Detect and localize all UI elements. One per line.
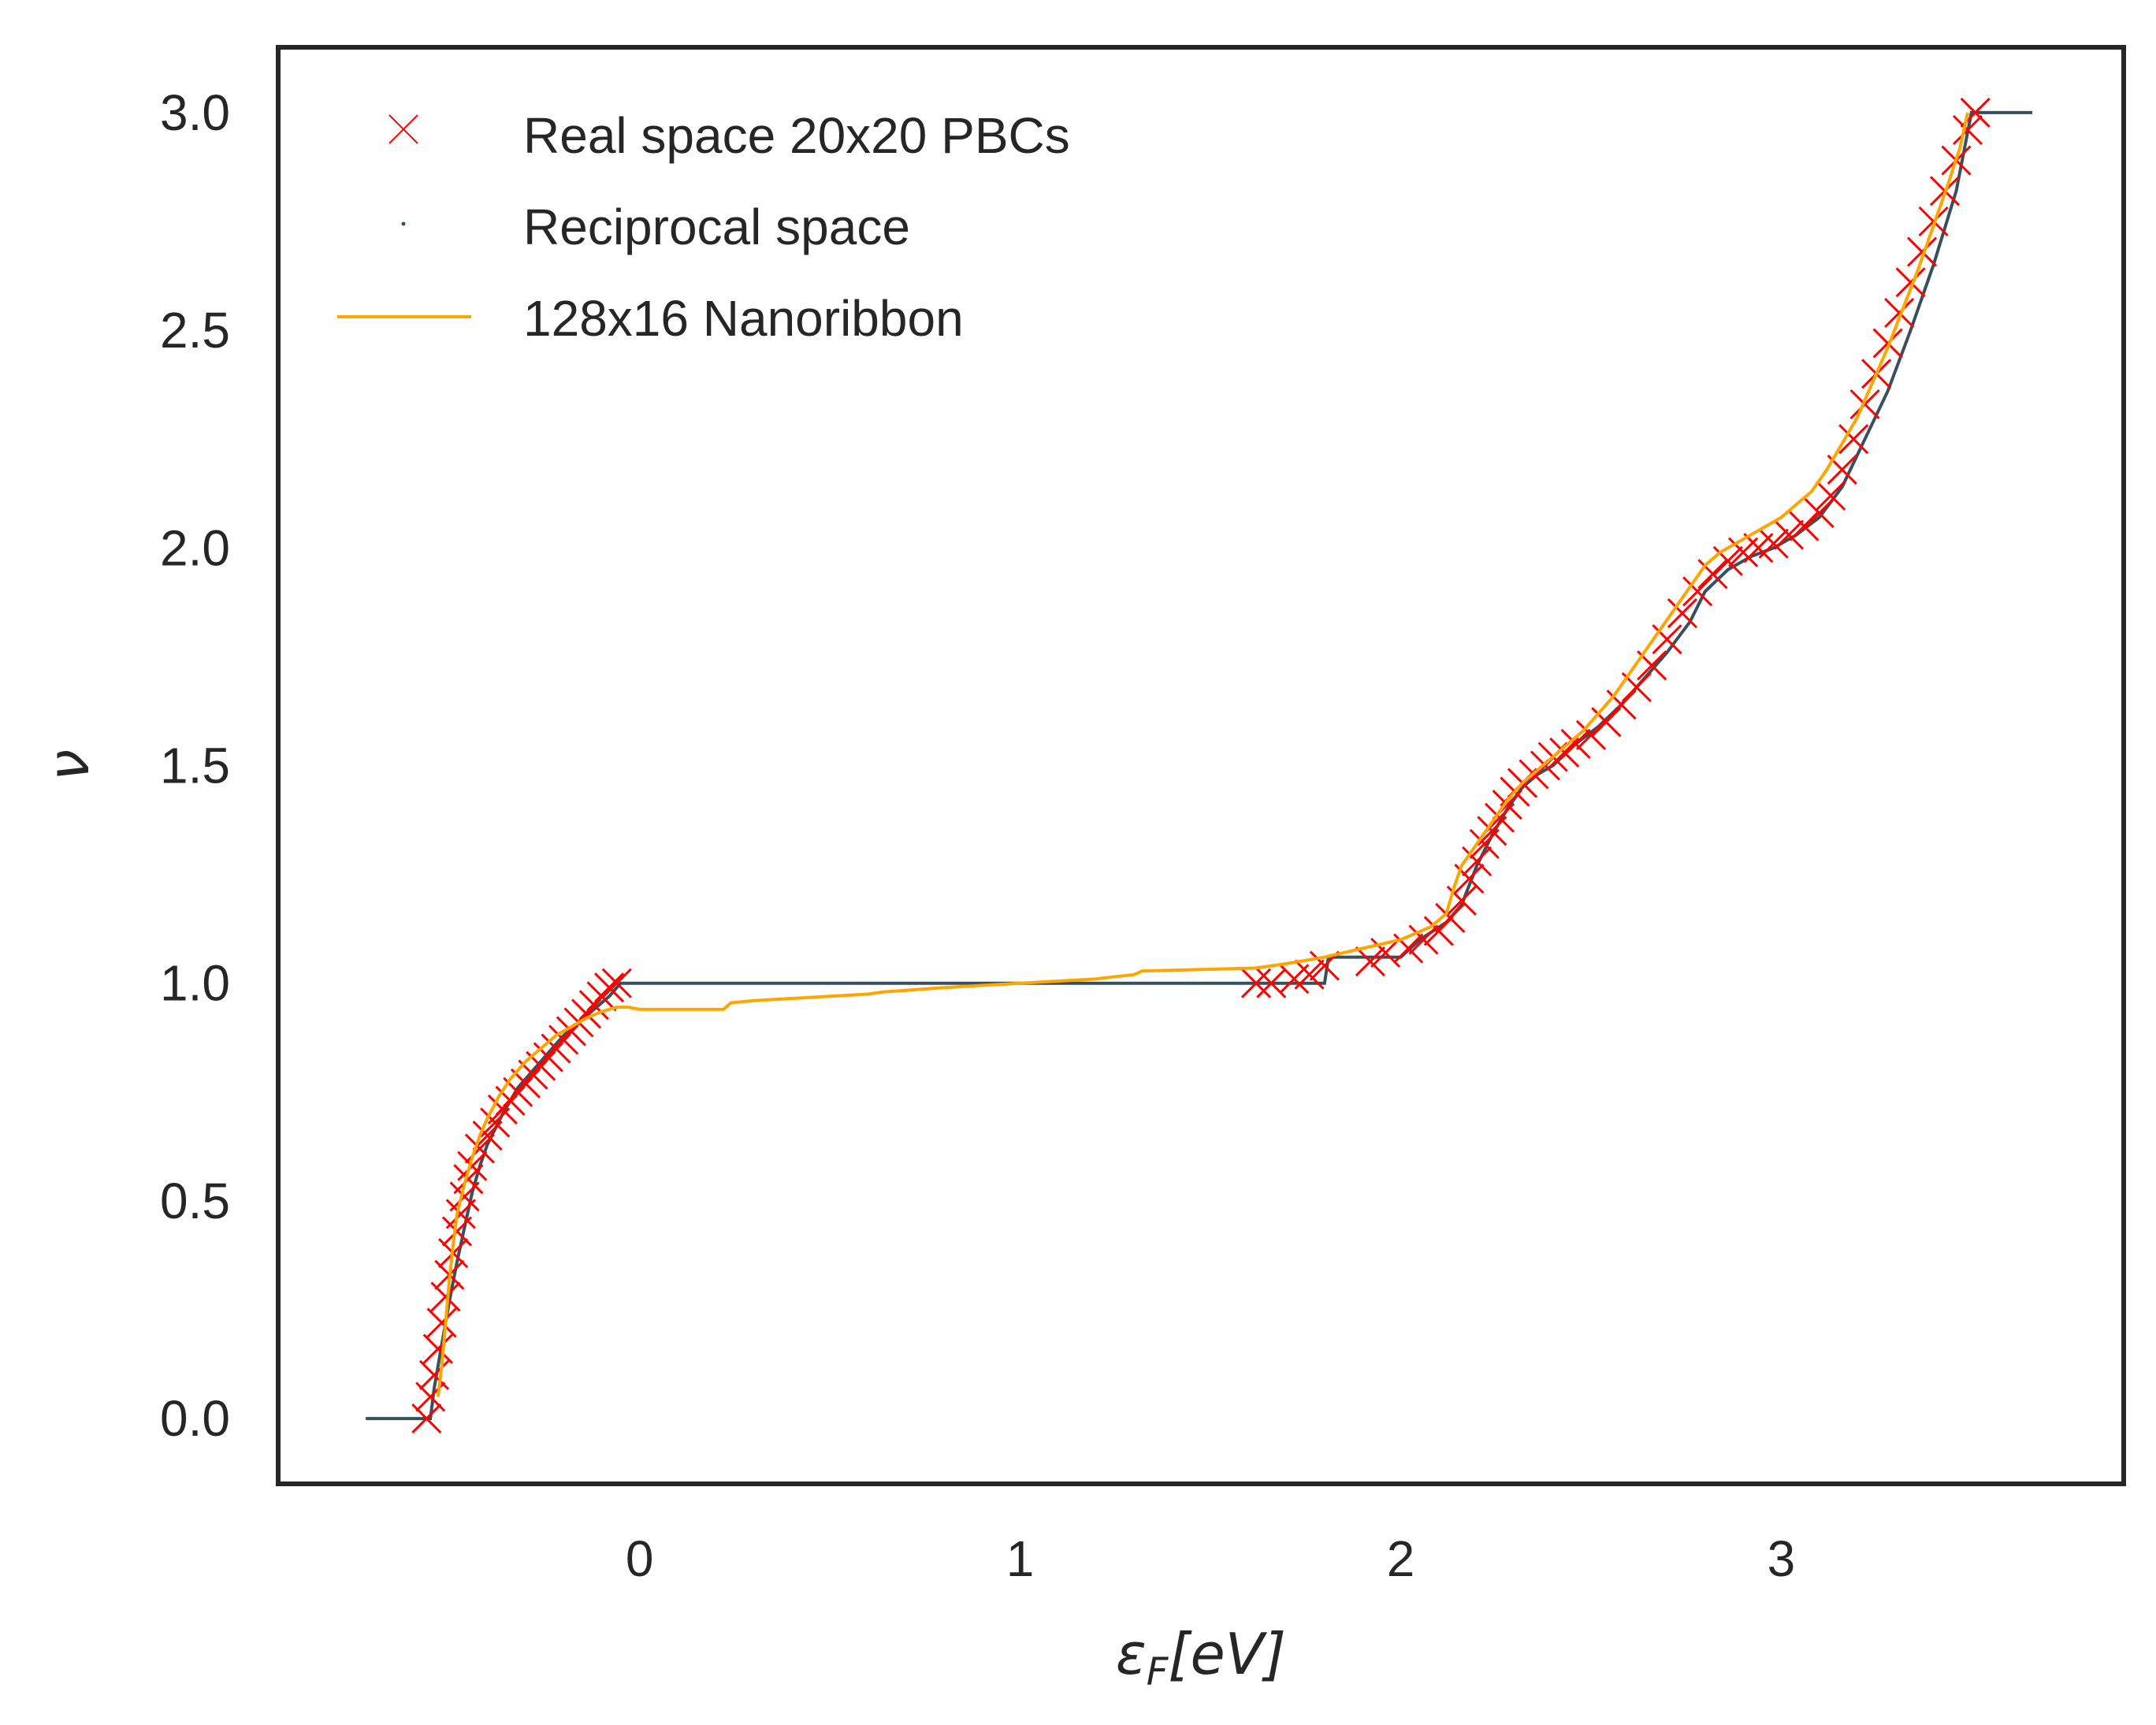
real-space-point [1895, 267, 1926, 298]
x-tick-label: 2 [1387, 1530, 1415, 1587]
real-space-point [1907, 236, 1938, 267]
plot-frame [276, 45, 2126, 1486]
real-space-point [1462, 846, 1492, 877]
real-space-point [1477, 816, 1507, 846]
real-space-point [594, 972, 625, 1003]
real-space-point [1591, 707, 1622, 738]
real-space-point [1712, 545, 1743, 576]
legend-label-reciprocal: Reciprocal space [523, 199, 910, 255]
real-space-point [453, 1164, 484, 1195]
real-space-point [422, 1333, 453, 1364]
real-space-point [418, 1359, 450, 1390]
legend-label-real-space: Real space 20x20 PBCs [523, 107, 1070, 164]
y-axis-label: ν [35, 749, 102, 781]
real-space-point [1294, 959, 1325, 990]
x-tick-label: 3 [1768, 1530, 1796, 1587]
real-space-point [1758, 528, 1789, 559]
x-tick-label: 0 [626, 1530, 654, 1587]
real-space-point [1240, 968, 1272, 998]
y-tick-label: 3.0 [160, 84, 230, 141]
legend-label-nanoribbon: 128x16 Nanoribbon [523, 290, 964, 347]
real-space-point [457, 1151, 488, 1181]
real-space-point [449, 1181, 480, 1212]
real-space-point [1804, 498, 1834, 529]
real-space-point [1774, 519, 1805, 550]
y-tick-label: 0.5 [160, 1173, 230, 1229]
legend-marker-real-space-icon [388, 114, 418, 144]
real-space-point [1408, 924, 1439, 955]
y-tick-label: 1.0 [160, 955, 230, 1012]
legend-marker-reciprocal-icon [401, 221, 406, 226]
real-space-point [1789, 511, 1820, 541]
real-space-point [426, 1307, 457, 1338]
real-space-point [1952, 114, 1983, 146]
real-space-point [1575, 719, 1607, 750]
series-nanoribbon-line [436, 112, 1969, 1397]
real-space-point [601, 968, 632, 998]
real-space-point [1667, 598, 1697, 629]
real-space-point [1816, 480, 1846, 511]
real-space-point [1435, 902, 1466, 933]
real-space-point [1838, 424, 1869, 455]
real-space-point [445, 1199, 476, 1229]
x-axis-label: εF[eV] [1116, 1621, 1286, 1694]
y-tick-label: 1.5 [160, 738, 230, 794]
y-tick-label: 2.0 [160, 519, 230, 576]
real-space-point [1652, 624, 1682, 655]
real-space-point [1697, 559, 1728, 589]
real-space-point [1560, 728, 1591, 759]
real-space-point [1606, 690, 1637, 720]
x-tick-label: 1 [1006, 1530, 1035, 1587]
real-space-point [1682, 576, 1713, 607]
plot-area [366, 97, 2033, 1434]
real-space-point [1884, 297, 1915, 329]
y-tick-label: 2.5 [160, 302, 230, 359]
x-tick-labels: 0 1 2 3 [626, 1530, 1795, 1587]
y-tick-label: 0.0 [160, 1390, 230, 1447]
legend: Real space 20x20 PBCs Reciprocal space 1… [337, 107, 1070, 347]
real-space-point [441, 1216, 473, 1247]
real-space-point [1355, 946, 1385, 977]
y-tick-labels: 0.0 0.5 1.0 1.5 2.0 2.5 3.0 [160, 84, 230, 1447]
real-space-point [480, 1107, 511, 1138]
real-space-point [1849, 388, 1880, 420]
real-space-point [1872, 328, 1903, 359]
real-space-point [464, 1133, 495, 1164]
